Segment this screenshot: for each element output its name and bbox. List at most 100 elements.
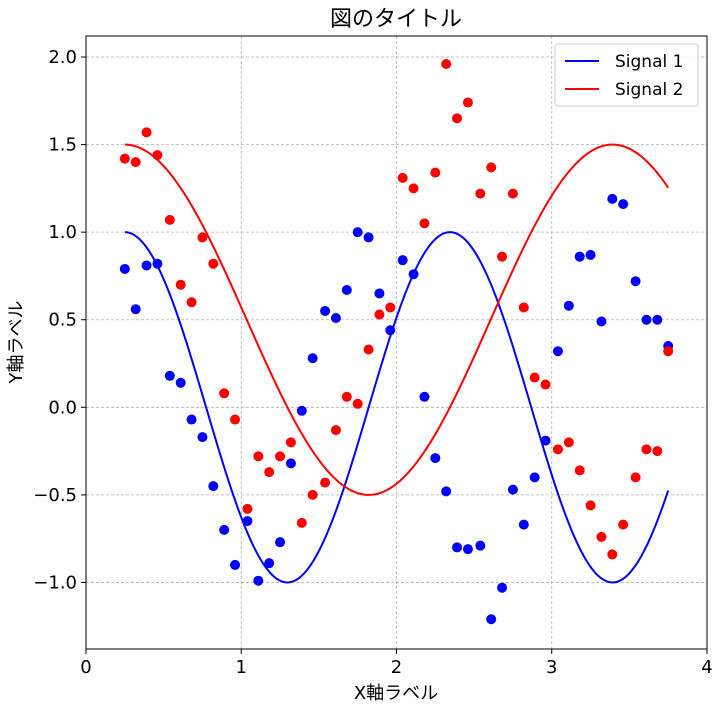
y-axis-ticks: −1.0 −0.5 0.0 0.5 1.0 1.5 2.0 bbox=[33, 47, 86, 593]
scatter-point-blue bbox=[141, 260, 152, 271]
scatter-point-blue bbox=[607, 193, 618, 204]
scatter-point-blue bbox=[452, 542, 463, 553]
scatter-point-blue bbox=[507, 484, 518, 495]
scatter-point-red bbox=[630, 472, 641, 483]
y-tick-label: 0.5 bbox=[48, 310, 77, 331]
scatter-point-red bbox=[341, 391, 352, 402]
scatter-point-blue bbox=[585, 249, 596, 260]
scatter-point-blue bbox=[275, 537, 286, 548]
scatter-point-red bbox=[497, 251, 508, 262]
scatter-point-red bbox=[285, 437, 296, 448]
scatter-point-blue bbox=[341, 284, 352, 295]
scatter-point-red bbox=[164, 214, 175, 225]
scatter-point-red bbox=[596, 531, 607, 542]
scatter-point-red bbox=[641, 444, 652, 455]
x-tick-label: 0 bbox=[80, 657, 91, 678]
scatter-point-red bbox=[296, 517, 307, 528]
scatter-point-red bbox=[563, 437, 574, 448]
scatter-point-blue bbox=[219, 524, 230, 535]
scatter-point-red bbox=[119, 153, 130, 164]
scatter-point-blue bbox=[352, 227, 363, 238]
scatter-point-blue bbox=[264, 558, 275, 569]
scatter-point-blue bbox=[186, 414, 197, 425]
plot-area bbox=[119, 59, 674, 625]
scatter-point-red bbox=[607, 549, 618, 560]
scatter-point-blue bbox=[497, 582, 508, 593]
scatter-point-red bbox=[141, 127, 152, 138]
scatter-point-blue bbox=[652, 314, 663, 325]
scatter-point-blue bbox=[119, 263, 130, 274]
scatter-point-blue bbox=[618, 199, 629, 210]
scatter-point-red bbox=[264, 467, 275, 478]
scatter-point-red bbox=[320, 477, 331, 488]
scatter-point-red bbox=[419, 218, 430, 229]
scatter-point-blue bbox=[462, 544, 473, 555]
y-tick-label: 1.5 bbox=[48, 135, 77, 156]
scatter-point-blue bbox=[197, 432, 208, 443]
scatter-point-red bbox=[652, 446, 663, 457]
y-tick-label: −1.0 bbox=[33, 572, 77, 593]
scatter-point-red bbox=[275, 451, 286, 462]
x-axis-ticks: 0 1 2 3 4 bbox=[80, 649, 713, 678]
scatter-point-red bbox=[574, 465, 585, 476]
scatter-point-red bbox=[219, 388, 230, 399]
y-tick-label: 0.0 bbox=[48, 397, 77, 418]
series-line-signal-1 bbox=[124, 231, 670, 584]
scatter-point-red bbox=[352, 398, 363, 409]
scatter-point-red bbox=[197, 232, 208, 243]
scatter-point-red bbox=[363, 344, 374, 355]
scatter-point-blue bbox=[475, 540, 486, 551]
scatter-point-blue bbox=[130, 304, 141, 315]
legend-box bbox=[554, 43, 699, 107]
scatter-point-red bbox=[475, 188, 486, 199]
scatter-point-red bbox=[408, 183, 419, 194]
scatter-point-blue bbox=[430, 453, 441, 464]
x-tick-label: 4 bbox=[701, 657, 712, 678]
legend-entry-label: Signal 1 bbox=[615, 52, 683, 72]
legend-entry-label: Signal 2 bbox=[615, 80, 683, 100]
x-axis-label: X軸ラベル bbox=[354, 683, 438, 704]
scatter-point-blue bbox=[307, 353, 318, 364]
scatter-point-blue bbox=[230, 559, 241, 570]
series-line-signal-2 bbox=[124, 143, 670, 496]
scatter-point-blue bbox=[152, 258, 163, 269]
scatter-point-blue bbox=[540, 435, 551, 446]
scatter-point-red bbox=[529, 372, 540, 383]
scatter-point-blue bbox=[208, 481, 219, 492]
scatter-point-blue bbox=[242, 516, 253, 527]
scatter-point-blue bbox=[563, 300, 574, 311]
scatter-point-red bbox=[397, 172, 408, 183]
scatter-point-blue bbox=[552, 346, 563, 357]
y-tick-label: −0.5 bbox=[33, 485, 77, 506]
scatter-point-red bbox=[462, 97, 473, 108]
scatter-point-red bbox=[585, 500, 596, 511]
scatter-point-blue bbox=[374, 288, 385, 299]
scatter-point-red bbox=[242, 503, 253, 514]
x-tick-label: 3 bbox=[546, 657, 557, 678]
scatter-point-blue bbox=[253, 575, 264, 586]
scatter-point-blue bbox=[641, 314, 652, 325]
scatter-point-red bbox=[253, 451, 264, 462]
scatter-point-blue bbox=[408, 269, 419, 280]
scatter-point-red bbox=[452, 113, 463, 124]
chart-title: 図のタイトル bbox=[330, 7, 462, 32]
scatter-point-blue bbox=[518, 519, 529, 530]
scatter-point-red bbox=[552, 444, 563, 455]
scatter-point-red bbox=[540, 379, 551, 390]
scatter-point-red bbox=[663, 346, 674, 357]
scatter-point-blue bbox=[441, 486, 452, 497]
scatter-point-red bbox=[208, 258, 219, 269]
scatter-point-blue bbox=[175, 377, 186, 388]
scatter-point-red bbox=[441, 59, 452, 70]
scatter-point-blue bbox=[529, 472, 540, 483]
scatter-point-red bbox=[130, 157, 141, 168]
scatter-point-blue bbox=[574, 251, 585, 262]
scatter-point-red bbox=[618, 519, 629, 530]
scatter-point-blue bbox=[486, 614, 497, 625]
scatter-point-red bbox=[307, 489, 318, 500]
scatter-point-red bbox=[175, 279, 186, 290]
scatter-point-blue bbox=[285, 458, 296, 469]
scatter-point-blue bbox=[596, 316, 607, 327]
scatter-point-blue bbox=[320, 305, 331, 316]
